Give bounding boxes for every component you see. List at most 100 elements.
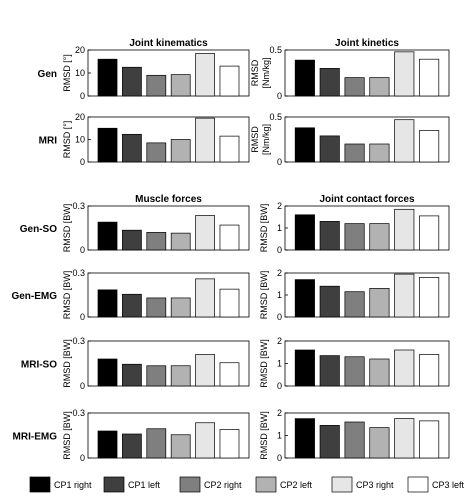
y-axis-label: RMSD[Nm/kg] (250, 57, 271, 88)
bar-cp3-left (219, 362, 240, 387)
axes-box (87, 412, 250, 459)
panel-gen-right: Joint kinetics RMSD[Nm/kg] 0 0.5 (250, 38, 450, 101)
bar-cp1-left (319, 285, 340, 318)
y-tick-label: 0 (80, 91, 85, 101)
bar-cp3-left (419, 354, 440, 387)
bar-cp2-left (369, 358, 390, 387)
y-tick-label: 1 (277, 290, 282, 300)
bar-cp1-left (319, 68, 340, 97)
bar-cp3-right (195, 117, 215, 163)
panel-mri-emg-left: MRI-EMG RMSD [BW] 0 0.3 (13, 408, 250, 463)
legend-label: CP1 left (128, 480, 161, 490)
row-label: Gen-EMG (11, 291, 57, 302)
y-tick-label: 1 (277, 359, 282, 369)
column-title: Joint kinematics (129, 38, 208, 49)
bar-cp2-right (344, 223, 365, 251)
legend-label: CP2 left (280, 480, 313, 490)
y-tick-label: 0 (80, 381, 85, 391)
bar-cp2-left (170, 297, 191, 318)
bar-cp3-left (219, 288, 240, 318)
bar-cp3-left (219, 429, 240, 459)
bar-cp3-right (394, 349, 415, 387)
row-label: Gen-SO (20, 224, 57, 235)
panel-mri-emg-right: RMSD [BW] 0 1 2 (259, 408, 450, 463)
panel-mri-left: MRI RMSD [°] 0 10 20 (39, 112, 250, 167)
y-axis-label: RMSD [BW] (259, 411, 269, 460)
column-title: Muscle forces (135, 194, 202, 205)
bar-cp1-left (122, 229, 142, 251)
bar-cp2-left (369, 288, 390, 318)
y-tick-label: 2 (277, 336, 282, 346)
axes-box (284, 49, 450, 97)
y-tick-label: 2 (277, 201, 282, 211)
bar-cp1-right (97, 430, 118, 459)
legend-swatch (103, 476, 125, 493)
legend-item: CP2 left (255, 476, 313, 493)
bar-cp1-right (294, 418, 315, 459)
panel-mri-so-left: MRI-SO RMSD [BW] 0 0.3 (21, 336, 250, 391)
bar-cp1-right (294, 349, 315, 387)
legend-item: CP3 right (331, 476, 394, 493)
bar-cp3-right (394, 273, 415, 318)
row-label: MRI-SO (21, 360, 57, 371)
legend-swatch (331, 476, 353, 493)
bar-cp1-right (97, 221, 118, 251)
panel-mri-right: RMSD[Nm/kg] 0 0.5 (250, 112, 450, 167)
bar-cp2-right (344, 77, 365, 97)
bar-cp2-left (170, 139, 191, 163)
bar-cp3-left (219, 65, 240, 97)
legend-label: CP2 right (204, 480, 242, 490)
axes-box (87, 340, 250, 387)
legend-item: CP3 left (407, 476, 465, 493)
y-axis-label: RMSD[Nm/kg] (250, 124, 271, 155)
bar-cp1-left (122, 433, 142, 459)
y-tick-label: 0 (277, 381, 282, 391)
axes-box (87, 272, 250, 318)
bar-cp3-right (195, 53, 215, 97)
bar-cp2-right (146, 428, 167, 459)
y-tick-label: 0 (80, 453, 85, 463)
bar-cp2-left (170, 365, 191, 387)
legend-item: CP1 right (29, 476, 92, 493)
y-tick-label: 0.3 (72, 408, 85, 418)
axes-box (87, 205, 250, 251)
y-axis-label: RMSD [°] (62, 121, 72, 159)
bar-cp3-right (394, 119, 415, 163)
y-tick-label: 0 (80, 245, 85, 255)
legend-item: CP2 right (179, 476, 242, 493)
legend-label: CP3 left (432, 480, 465, 490)
bar-cp2-left (369, 77, 390, 97)
y-tick-label: 0 (80, 312, 85, 322)
bar-cp2-left (369, 223, 390, 251)
panel-gen-so-left: Muscle forces Gen-SO RMSD [BW] 0 0.3 (20, 194, 250, 255)
legend-swatch (29, 476, 51, 493)
bar-cp3-right (394, 51, 415, 97)
bar-cp3-left (419, 420, 440, 459)
column-title: Joint contact forces (319, 194, 414, 205)
bar-cp2-right (146, 365, 167, 387)
y-tick-label: 0 (277, 312, 282, 322)
y-axis-label: RMSD [BW] (259, 271, 269, 320)
bar-cp2-left (170, 232, 191, 251)
y-tick-label: 0 (80, 157, 85, 167)
axes-box (284, 116, 450, 163)
bar-cp3-left (219, 224, 240, 251)
y-tick-label: 0.5 (269, 45, 282, 55)
y-axis-label: RMSD [°] (62, 54, 72, 92)
y-tick-label: 0.3 (72, 201, 85, 211)
bar-cp3-right (195, 422, 215, 459)
bar-cp1-left (122, 363, 142, 387)
y-axis-label: RMSD [BW] (62, 339, 72, 388)
legend-swatch (407, 476, 429, 493)
bar-cp2-right (146, 297, 167, 318)
y-tick-label: 0.3 (72, 336, 85, 346)
panel-gen-so-right: Joint contact forces RMSD [BW] 0 1 2 (259, 194, 450, 255)
bar-cp3-right (394, 418, 415, 459)
panel-mri-so-right: RMSD [BW] 0 1 2 (259, 336, 450, 391)
bar-cp2-left (170, 74, 191, 97)
bar-cp1-left (319, 425, 340, 459)
y-axis-label: RMSD [BW] (62, 204, 72, 253)
bar-cp2-left (369, 143, 390, 163)
y-tick-label: 0 (277, 453, 282, 463)
y-tick-label: 10 (75, 68, 85, 78)
